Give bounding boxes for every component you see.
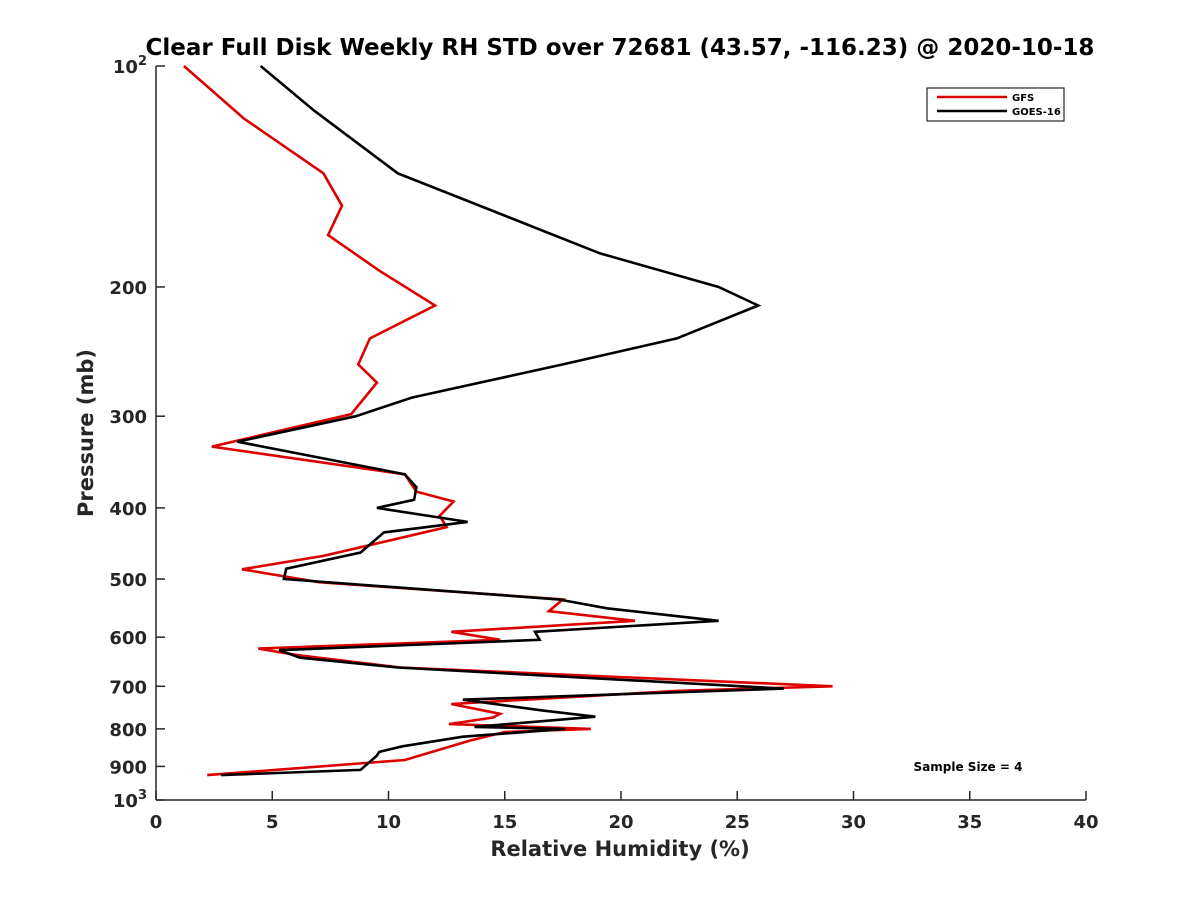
x-axis-ticks: 0 5 10 15 20 25 30 35 40 — [150, 791, 1099, 833]
y-tick-label: 200 — [109, 278, 147, 299]
x-tick-label: 0 — [150, 812, 163, 833]
y-tick-label: 600 — [109, 628, 147, 649]
legend-box — [926, 87, 1065, 122]
x-tick-label: 40 — [1073, 812, 1098, 833]
y-axis-label: Pressure (mb) — [74, 349, 98, 517]
y-tick-label: 900 — [109, 757, 147, 778]
x-tick-label: 30 — [841, 812, 866, 833]
x-tick-label: 15 — [492, 812, 517, 833]
x-tick-label: 25 — [725, 812, 750, 833]
x-axis-label: Relative Humidity (%) — [490, 837, 749, 861]
x-tick-label: 35 — [957, 812, 982, 833]
chart-title: Clear Full Disk Weekly RH STD over 72681… — [146, 35, 1095, 61]
y-tick-label: 800 — [109, 720, 147, 741]
y-tick-label: 500 — [109, 570, 147, 591]
series-line-goes-16 — [221, 65, 784, 777]
y-tick-label: 300 — [109, 407, 147, 428]
y-tick-label: 102 — [113, 54, 147, 78]
sample-size-annotation: Sample Size = 4 — [914, 760, 1023, 774]
legend: GFS GOES-16 — [926, 87, 1065, 122]
y-tick-label: 700 — [109, 677, 147, 698]
legend-entry-label: GOES-16 — [1012, 107, 1061, 118]
plot-frame — [155, 66, 1086, 801]
series-line-gfs — [183, 65, 833, 777]
legend-entry-label: GFS — [1012, 93, 1034, 104]
x-tick-label: 20 — [608, 812, 633, 833]
x-tick-label: 10 — [376, 812, 401, 833]
y-tick-label: 103 — [113, 788, 147, 812]
series-layer — [183, 65, 833, 777]
x-tick-label: 5 — [266, 812, 279, 833]
y-axis-ticks: 102 200 300 400 500 600 700 800 900 103 — [109, 54, 165, 812]
y-tick-label: 400 — [109, 499, 147, 520]
